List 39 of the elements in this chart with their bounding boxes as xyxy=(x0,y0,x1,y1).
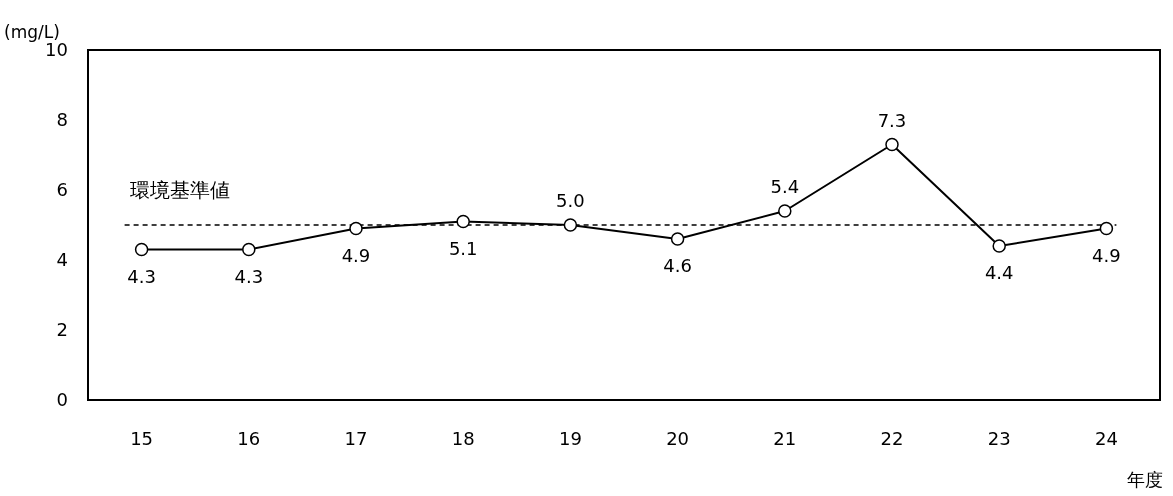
data-label: 4.6 xyxy=(663,255,692,276)
x-tick-label: 20 xyxy=(666,428,690,449)
y-tick-label: 4 xyxy=(56,249,68,270)
x-tick-label: 18 xyxy=(451,428,475,449)
point xyxy=(885,137,899,152)
point xyxy=(1099,221,1114,236)
x-tick-label: 24 xyxy=(1094,428,1118,449)
point xyxy=(134,242,149,257)
x-tick-label: 22 xyxy=(880,428,904,449)
point xyxy=(563,218,578,232)
data-label: 4.3 xyxy=(234,265,264,287)
data-label: 4.9 xyxy=(341,244,371,266)
data-label: 4.9 xyxy=(1092,244,1121,266)
y-axis-title: (mg/L) xyxy=(4,22,60,42)
y-tick-label: 2 xyxy=(56,319,68,340)
x-tick-label: 15 xyxy=(130,428,154,449)
x-axis-title: 年度 xyxy=(1127,469,1163,490)
data-label: 5.4 xyxy=(770,176,800,197)
point xyxy=(242,242,256,257)
x-tick-label: 21 xyxy=(773,428,797,449)
point xyxy=(992,239,1006,253)
y-tick-label: 0 xyxy=(56,389,68,410)
ref-line-label: 環境基準値 xyxy=(129,178,230,202)
x-tick-label: 19 xyxy=(558,428,582,449)
y-tick-label: 6 xyxy=(56,179,68,200)
data-label: 4.3 xyxy=(127,265,156,287)
data-label: 4.4 xyxy=(984,262,1014,283)
data-label: 5.0 xyxy=(556,190,585,211)
y-tick-label: 8 xyxy=(56,109,68,130)
point xyxy=(456,214,470,229)
point xyxy=(670,232,685,246)
x-tick-label: 23 xyxy=(987,428,1011,449)
data-label: 5.1 xyxy=(448,237,478,259)
point xyxy=(349,221,363,236)
y-tick-label: 10 xyxy=(45,39,68,60)
x-tick-label: 17 xyxy=(344,428,368,449)
data-label: 7.3 xyxy=(877,109,907,131)
point xyxy=(778,204,792,218)
x-tick-label: 16 xyxy=(237,428,261,449)
